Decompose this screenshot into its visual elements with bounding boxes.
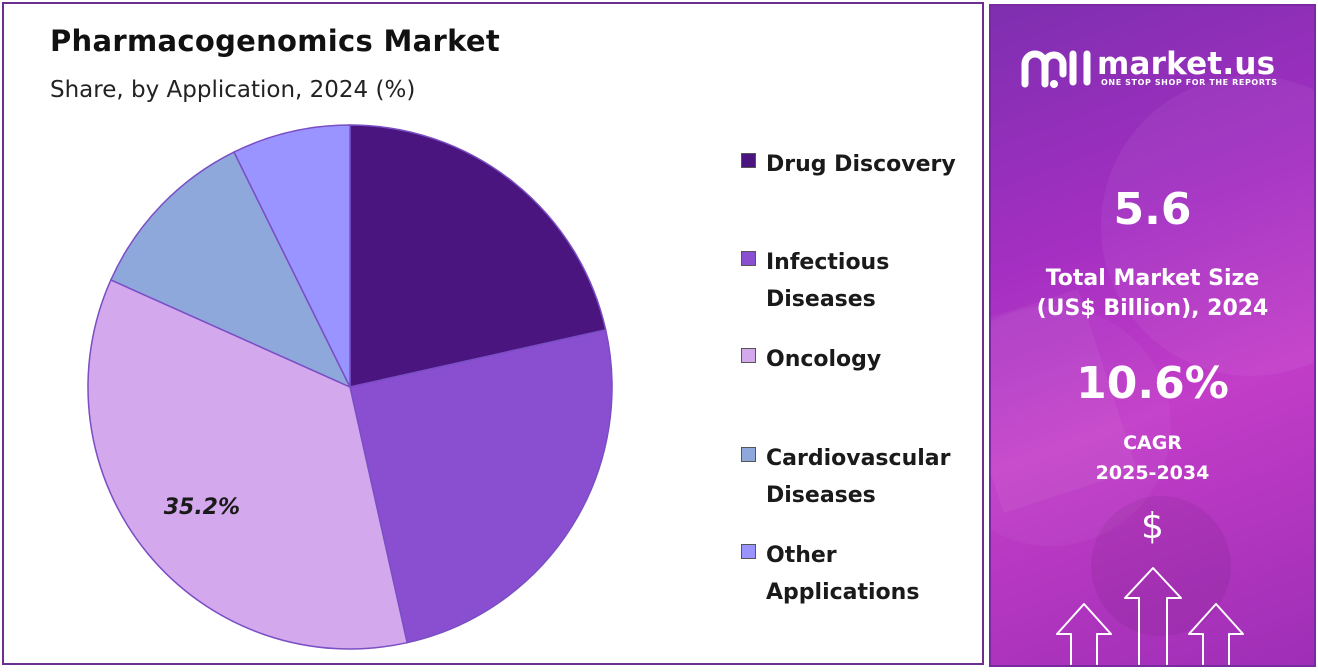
legend-swatch-infectious-diseases [741, 251, 756, 266]
pie-chart: 35.2% [87, 124, 613, 650]
market-size-label-line2: (US$ Billion), 2024 [1036, 296, 1269, 321]
legend-label-infectious-diseases: Infectious Diseases [766, 244, 978, 318]
pie-slice-drug-discovery [349, 124, 607, 388]
legend-swatch-oncology [741, 348, 756, 363]
cagr-value: 10.6% [1076, 358, 1229, 409]
brand-name: market.us [1097, 46, 1276, 82]
pie-slice-infectious-diseases [349, 328, 613, 644]
growth-arrows-icon [1056, 567, 1244, 665]
legend-swatch-cardiovascular-diseases [741, 447, 756, 462]
chart-panel: Pharmacogenomics Market Share, by Applic… [2, 2, 984, 665]
pie-slice-oncology [87, 278, 409, 650]
dollar-icon: $ [1141, 506, 1164, 547]
legend-label-line: Infectious [766, 250, 890, 275]
legend-swatch-drug-discovery [741, 153, 756, 168]
market-size-value: 5.6 [1113, 184, 1192, 235]
chart-title: Pharmacogenomics Market [50, 24, 501, 58]
background-decoration [991, 76, 1314, 636]
market-size-label: Total Market Size (US$ Billion), 2024 [991, 264, 1314, 324]
legend-label-line: Diseases [766, 287, 876, 312]
pie-slice-other-applications [232, 124, 351, 388]
legend-label-line: Oncology [766, 347, 882, 372]
summary-panel: market.us ONE STOP SHOP FOR THE REPORTS … [989, 4, 1316, 667]
data-label-oncology: 35.2% [164, 495, 240, 520]
cagr-label-line2: 2025-2034 [1095, 462, 1210, 484]
legend-label-line: Other [766, 543, 837, 568]
legend-label-drug-discovery: Drug Discovery [766, 146, 978, 183]
chart-subtitle: Share, by Application, 2024 (%) [50, 77, 416, 103]
pie-slice-cardiovascular-diseases [109, 151, 352, 389]
legend-label-other-applications: Other Applications [766, 537, 978, 611]
market-us-logo-icon [1021, 50, 1091, 88]
brand-tagline: ONE STOP SHOP FOR THE REPORTS [1101, 78, 1278, 87]
legend-label-line: Diseases [766, 483, 876, 508]
legend-label-line: Applications [766, 580, 920, 605]
cagr-label-line1: CAGR [1123, 432, 1182, 454]
chart-legend: Drug Discovery Infectious Diseases Oncol… [738, 4, 978, 644]
cagr-label: CAGR 2025-2034 [991, 428, 1314, 488]
legend-label-cardiovascular-diseases: Cardiovascular Diseases [766, 440, 978, 514]
legend-label-oncology: Oncology [766, 341, 978, 378]
market-size-label-line1: Total Market Size [1045, 266, 1260, 291]
legend-label-line: Cardiovascular [766, 446, 951, 471]
legend-label-line: Drug Discovery [766, 152, 956, 177]
legend-swatch-other-applications [741, 544, 756, 559]
